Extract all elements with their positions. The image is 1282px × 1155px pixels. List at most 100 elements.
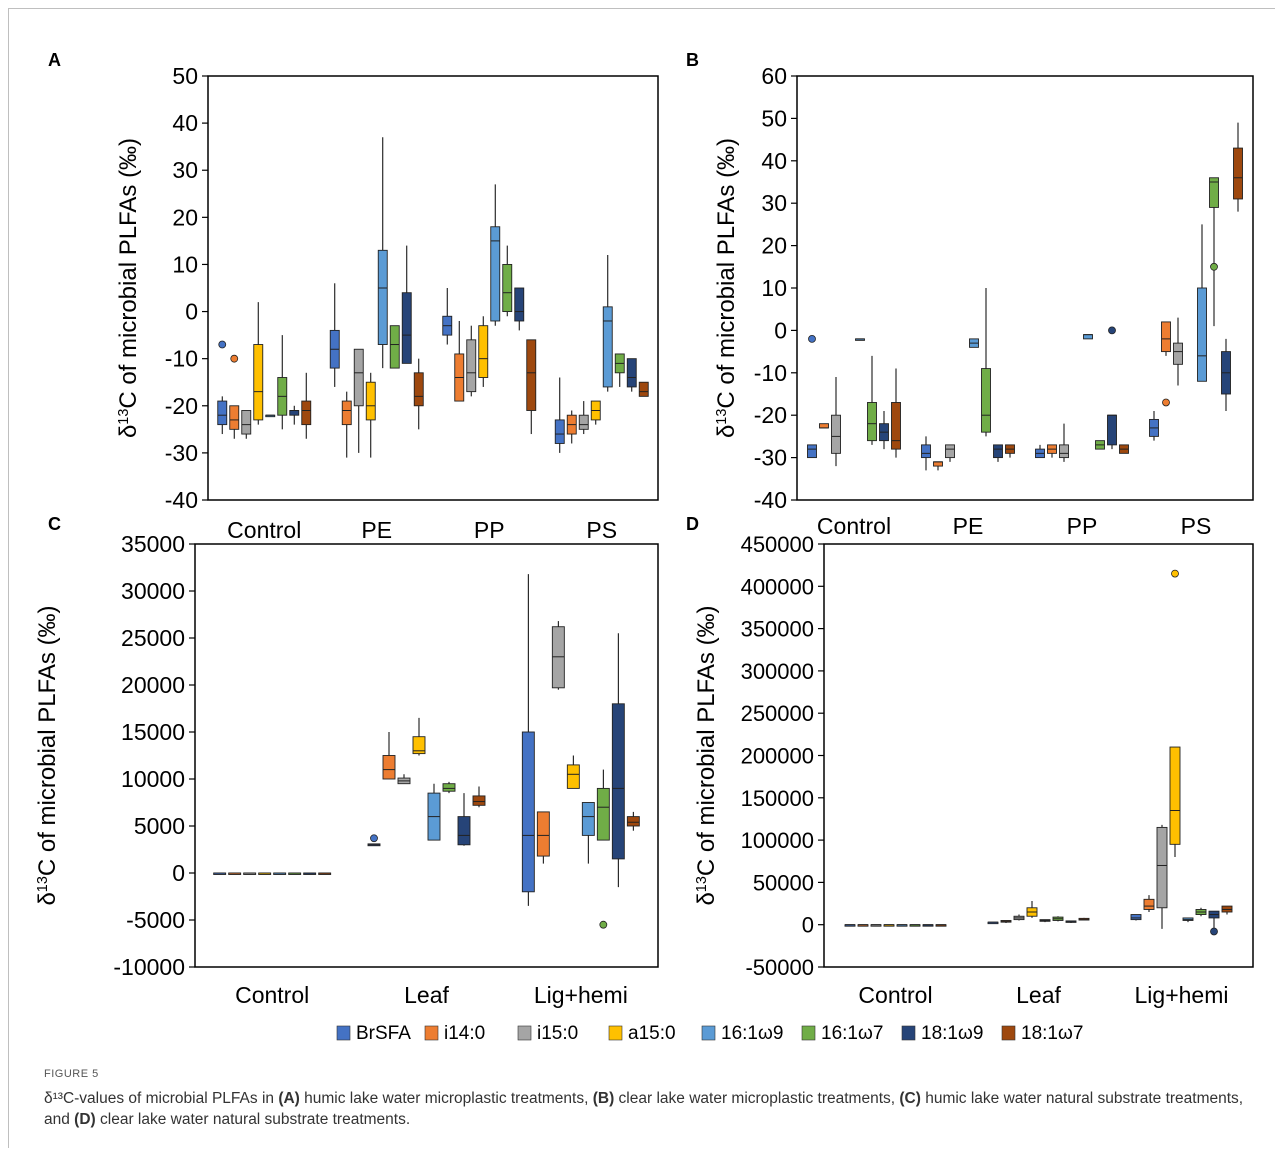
y-tick-label: 200000 (741, 744, 814, 769)
y-axis-label: δ13C of microbial PLFAs (‰) (115, 138, 142, 438)
x-category-label: Leaf (404, 982, 449, 1008)
x-category-label: Control (858, 982, 932, 1008)
y-axis-label: δ13C of microbial PLFAs (‰) (693, 605, 720, 905)
figure-panels: A -40 -30 -20 -10 0 10 20 30 40 50 δ13C of microbia… (34, 50, 1254, 1044)
caption-panel-tag: (B) (592, 1090, 615, 1107)
box-a150 (365, 381, 376, 421)
y-tick-label: 25000 (121, 625, 185, 651)
x-category-label: PP (1067, 513, 1098, 539)
box-brsfa (554, 419, 565, 444)
box-i150 (1173, 342, 1183, 365)
box-1817 (638, 381, 649, 397)
legend-label: i15:0 (537, 1023, 578, 1044)
box-1819 (626, 358, 637, 388)
box-brsfa (1130, 914, 1142, 921)
y-tick-label: 5000 (134, 813, 185, 839)
box-i150 (945, 444, 955, 459)
outlier-point (1171, 569, 1179, 578)
box-1819 (514, 287, 525, 322)
box-1619 (490, 226, 501, 322)
outlier-point (1210, 262, 1218, 271)
legend-swatch (608, 1025, 623, 1041)
box-1619 (1083, 334, 1093, 340)
y-tick-label: -30 (754, 445, 787, 471)
x-category-label: PS (586, 517, 617, 543)
y-tick-label: 450000 (741, 532, 814, 557)
box-a150 (253, 344, 264, 421)
box-1617 (442, 783, 456, 792)
x-category-label: PE (361, 517, 392, 543)
panel-d: D -50000 0 50000 100000 150000 200000 250000 300… (686, 514, 1254, 1008)
y-tick-label: -10000 (113, 954, 185, 980)
legend-label: a15:0 (628, 1023, 676, 1044)
box-1617 (502, 263, 513, 313)
box-a150 (566, 764, 580, 789)
x-category-label: Lig+hemi (534, 982, 628, 1008)
box-1817 (1233, 147, 1243, 200)
box-1619 (581, 802, 595, 836)
x-category-label: Control (235, 982, 309, 1008)
box-i140 (1143, 898, 1155, 910)
y-tick-label: -20 (165, 393, 198, 419)
y-tick-label: -10 (754, 360, 787, 386)
box-i150 (353, 348, 364, 407)
box-a150 (412, 736, 426, 755)
box-brsfa (807, 444, 817, 459)
box-1617 (867, 402, 877, 442)
outlier-point (230, 354, 239, 363)
y-tick-label: 30 (761, 190, 787, 216)
y-tick-label: 20000 (121, 672, 185, 698)
legend-label: BrSFA (356, 1023, 411, 1044)
legend-swatch (901, 1025, 916, 1041)
legend-label: 18:1ω7 (1021, 1023, 1083, 1044)
y-tick-label: 50000 (753, 870, 814, 895)
box-1619 (377, 249, 388, 345)
y-tick-label: -40 (165, 487, 198, 513)
outlier-point (1108, 326, 1116, 335)
figure-caption: δ¹³C-values of microbial PLFAs in (A) hu… (44, 1088, 1254, 1130)
plot-frame (207, 75, 659, 501)
legend: BrSFA i14:0 i15:0 a15:0 16:1ω9 16:1ω7 18:1ω9 18… (336, 1023, 1083, 1044)
box-1819 (289, 410, 300, 416)
box-i150 (1156, 826, 1168, 909)
figure-frame (8, 8, 1275, 1148)
box-1617 (389, 325, 400, 369)
panel-letter: B (686, 50, 699, 70)
y-tick-label: 10 (172, 251, 198, 277)
y-tick-label: 15000 (121, 719, 185, 745)
caption-panel-text: humic lake water microplastic treatments… (299, 1090, 593, 1107)
y-tick-label: 10000 (121, 766, 185, 792)
caption-panel-text: humic lake water natural substrate treat… (44, 1090, 1244, 1128)
box-i140 (1161, 321, 1171, 353)
box-1619 (602, 306, 613, 388)
figure-label: FIGURE 5 (44, 1068, 99, 1080)
x-category-label: Lig+hemi (1135, 982, 1229, 1008)
legend-swatch (701, 1025, 716, 1041)
outlier-point (370, 834, 378, 843)
y-tick-label: -10 (165, 346, 198, 372)
y-tick-label: 40 (172, 110, 198, 136)
caption-panel-text: clear lake water microplastic treatments… (614, 1090, 900, 1107)
box-1819 (401, 292, 412, 364)
y-tick-label: 350000 (741, 617, 814, 642)
y-tick-label: -40 (754, 487, 787, 513)
x-category-label: Control (227, 517, 301, 543)
caption-panel-tag: (A) (278, 1090, 300, 1107)
box-181w9 (457, 816, 471, 846)
box-1819 (993, 444, 1003, 459)
y-axis-label: δ13C of microbial PLFAs (‰) (713, 138, 740, 438)
box-a150 (478, 325, 489, 378)
y-tick-label: 40 (761, 148, 787, 174)
box-i140 (536, 811, 550, 857)
legend-swatch (424, 1025, 439, 1041)
y-tick-label: 50 (761, 105, 787, 131)
y-tick-label: 0 (774, 317, 787, 343)
y-tick-label: -30 (165, 440, 198, 466)
box-1817 (626, 816, 640, 827)
box-1617 (1209, 177, 1219, 208)
caption-panel-tag: (C) (899, 1090, 921, 1107)
y-tick-label: -5000 (126, 907, 185, 933)
box-i140 (229, 405, 240, 430)
box-1817 (891, 402, 901, 450)
panel-letter: D (686, 514, 699, 534)
